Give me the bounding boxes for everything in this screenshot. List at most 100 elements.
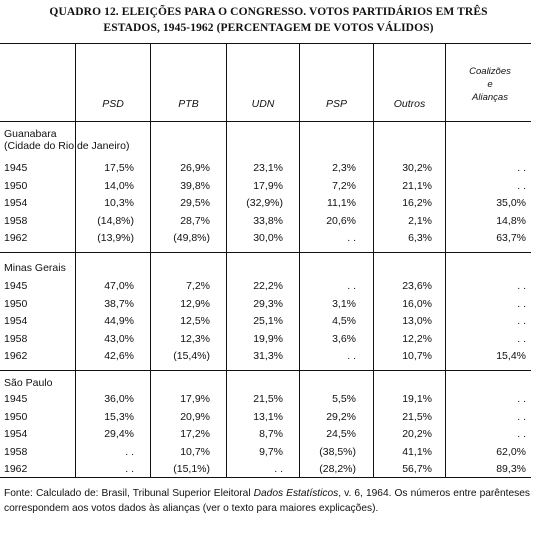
column-header-psd: PSD	[102, 98, 124, 110]
value-cell-outros: 21,1%	[402, 179, 432, 192]
value-cell-outros: 56,7%	[402, 463, 432, 476]
value-cell-psp: 4,5%	[332, 315, 356, 328]
value-cell-psd: 14,0%	[104, 179, 134, 192]
value-cell-ptb: 12,5%	[180, 315, 210, 328]
value-cell-psd: 42,6%	[104, 350, 134, 363]
table-title: QUADRO 12. ELEIÇÕES PARA O CONGRESSO. VO…	[0, 4, 537, 36]
value-cell-psp: . .	[347, 280, 356, 292]
value-cell-outros: 13,0%	[402, 315, 432, 328]
value-cell-psd: . .	[125, 463, 134, 476]
value-cell-coal: 15,4%	[496, 350, 526, 363]
value-cell-psp: (28,2%)	[319, 463, 356, 476]
column-header-ptb: PTB	[178, 98, 199, 110]
value-cell-psd: 36,0%	[104, 393, 134, 405]
value-cell-psd: 47,0%	[104, 280, 134, 292]
year-cell: 1954	[4, 428, 28, 441]
state-separator-rule-2	[0, 370, 531, 372]
value-cell-ptb: 17,2%	[180, 428, 210, 441]
value-cell-ptb: 10,7%	[180, 445, 210, 458]
value-cell-ptb: 28,7%	[180, 214, 210, 227]
year-cell: 1958	[4, 214, 28, 227]
value-cell-psd: 38,7%	[104, 297, 134, 310]
value-cell-psp: 29,2%	[326, 410, 356, 423]
value-cell-psp: 11,1%	[327, 197, 356, 210]
value-cell-psp: . .	[347, 350, 356, 363]
value-cell-coal: . .	[517, 315, 526, 328]
value-cell-udn: 33,8%	[253, 214, 283, 227]
table-row: 1945 17,5% 26,9% 23,1% 2,3% 30,2% . .	[0, 162, 537, 179]
table-row: 1950 14,0% 39,8% 17,9% 7,2% 21,1% . .	[0, 180, 537, 197]
year-cell: 1950	[4, 179, 28, 192]
value-cell-coal: . .	[517, 297, 526, 310]
value-cell-outros: 16,0%	[402, 297, 432, 310]
title-line-2: ESTADOS, 1945-1962 (PERCENTAGEM DE VOTOS…	[103, 22, 434, 34]
value-cell-coal: . .	[517, 179, 526, 192]
column-rule	[75, 44, 77, 477]
value-cell-coal: . .	[517, 410, 526, 423]
value-cell-outros: 19,1%	[402, 393, 432, 405]
table-row: 1950 15,3% 20,9% 13,1% 29,2% 21,5% . .	[0, 411, 537, 428]
value-cell-psd: 29,4%	[104, 428, 134, 441]
value-cell-psd: 44,9%	[104, 315, 134, 328]
value-cell-psd: 17,5%	[104, 162, 134, 174]
value-cell-psp: 7,2%	[332, 179, 356, 192]
year-cell: 1958	[4, 332, 28, 345]
table-row: 1954 29,4% 17,2% 8,7% 24,5% 20,2% . .	[0, 428, 537, 445]
state-name: Minas Gerais	[4, 262, 66, 274]
table-row: 1962 . . (15,1%) . . (28,2%) 56,7% 89,3%	[0, 463, 537, 480]
value-cell-psp: (38,5%)	[319, 445, 356, 458]
value-cell-udn: 29,3%	[253, 297, 283, 310]
value-cell-psp: 20,6%	[326, 214, 356, 227]
top-rule	[0, 43, 531, 45]
year-cell: 1962	[4, 232, 28, 245]
column-rule	[150, 44, 152, 477]
column-rule	[373, 44, 375, 477]
year-cell: 1954	[4, 315, 28, 328]
value-cell-psd: (14,8%)	[97, 214, 134, 227]
value-cell-udn: 17,9%	[253, 179, 283, 192]
value-cell-ptb: (49,8%)	[173, 232, 210, 245]
value-cell-ptb: 39,8%	[180, 179, 210, 192]
value-cell-outros: 41,1%	[402, 445, 432, 458]
table-row: 1962 (13,9%) (49,8%) 30,0% . . 6,3% 63,7%	[0, 232, 537, 249]
value-cell-ptb: 26,9%	[180, 162, 210, 174]
value-cell-udn: 19,9%	[253, 332, 283, 345]
value-cell-coal: . .	[517, 280, 526, 292]
year-cell: 1954	[4, 197, 28, 210]
value-cell-psp: . .	[347, 232, 356, 245]
value-cell-psp: 3,1%	[332, 297, 356, 310]
value-cell-outros: 6,3%	[408, 232, 432, 245]
value-cell-outros: 20,2%	[402, 428, 432, 441]
column-rule	[226, 44, 228, 477]
value-cell-ptb: (15,4%)	[173, 350, 210, 363]
value-cell-psp: 2,3%	[332, 162, 356, 174]
value-cell-udn: 23,1%	[253, 162, 283, 174]
value-cell-ptb: 7,2%	[186, 280, 210, 292]
value-cell-outros: 12,2%	[402, 332, 432, 345]
column-rule	[445, 44, 447, 477]
value-cell-udn: 31,3%	[253, 350, 283, 363]
year-cell: 1950	[4, 297, 28, 310]
value-cell-ptb: 20,9%	[180, 410, 210, 423]
value-cell-psp: 3,6%	[332, 332, 356, 345]
value-cell-ptb: 12,3%	[180, 332, 210, 345]
state-name: São Paulo	[4, 377, 53, 389]
value-cell-udn: 30,0%	[253, 232, 283, 245]
table-row: 1945 47,0% 7,2% 22,2% . . 23,6% . .	[0, 280, 537, 297]
table-row: 1958 . . 10,7% 9,7% (38,5%) 41,1% 62,0%	[0, 446, 537, 463]
value-cell-coal: 63,7%	[496, 232, 526, 245]
year-cell: 1950	[4, 410, 28, 423]
table-row: 1958 (14,8%) 28,7% 33,8% 20,6% 2,1% 14,8%	[0, 215, 537, 232]
value-cell-udn: . .	[274, 463, 283, 476]
year-cell: 1958	[4, 445, 28, 458]
value-cell-ptb: 12,9%	[180, 297, 210, 310]
bottom-rule	[0, 477, 531, 479]
value-cell-outros: 23,6%	[402, 280, 432, 292]
value-cell-psd: (13,9%)	[97, 232, 134, 245]
value-cell-udn: 25,1%	[253, 315, 283, 328]
value-cell-outros: 2,1%	[408, 214, 432, 227]
title-line-1: QUADRO 12. ELEIÇÕES PARA O CONGRESSO. VO…	[49, 6, 488, 18]
value-cell-udn: 8,7%	[259, 428, 283, 441]
value-cell-psp: 5,5%	[332, 393, 356, 405]
source-footnote: Fonte: Calculado de: Brasil, Tribunal Su…	[4, 488, 530, 514]
